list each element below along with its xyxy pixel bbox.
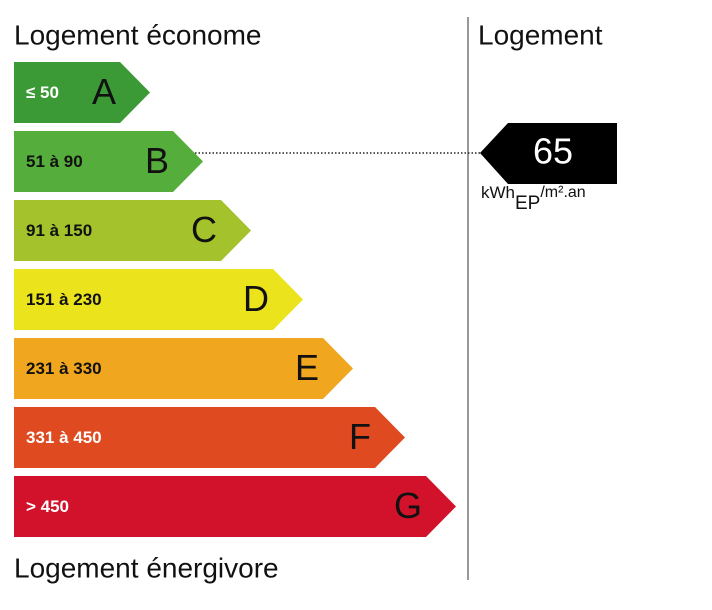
- indicator-value: 65: [533, 131, 573, 172]
- class-range: 51 à 90: [26, 152, 83, 171]
- class-range: 91 à 150: [26, 221, 92, 240]
- class-bar: [14, 338, 353, 399]
- class-bars: ≤ 50 A 51 à 90 B 91 à 150 C 151 à 230 D 231 à 33…: [14, 62, 456, 537]
- class-range: 331 à 450: [26, 428, 102, 447]
- class-letter: D: [243, 278, 269, 319]
- class-bar: [14, 62, 150, 123]
- class-letter: C: [191, 209, 217, 250]
- class-range: > 450: [26, 497, 69, 516]
- unit-tail: /m².an: [540, 184, 585, 201]
- unit-sub: EP: [515, 193, 540, 214]
- left-title: Logement économe: [14, 19, 262, 50]
- class-letter: G: [394, 485, 422, 526]
- unit-main: kWh: [481, 183, 515, 202]
- indicator-arrow: [480, 123, 617, 184]
- class-bar: [14, 131, 203, 192]
- indicator-unit: kWhEP/m².an: [481, 183, 586, 214]
- class-letter: B: [145, 140, 169, 181]
- class-range: 231 à 330: [26, 359, 102, 378]
- class-letter: E: [295, 347, 319, 388]
- class-range: 151 à 230: [26, 290, 102, 309]
- class-bar: [14, 200, 251, 261]
- class-bar: [14, 476, 456, 537]
- right-title: Logement: [478, 19, 603, 50]
- class-range: ≤ 50: [26, 83, 59, 102]
- footer-title: Logement énergivore: [14, 552, 279, 583]
- class-bar: [14, 407, 405, 468]
- class-bar: [14, 269, 303, 330]
- class-letter: A: [92, 71, 116, 112]
- class-letter: F: [349, 416, 371, 457]
